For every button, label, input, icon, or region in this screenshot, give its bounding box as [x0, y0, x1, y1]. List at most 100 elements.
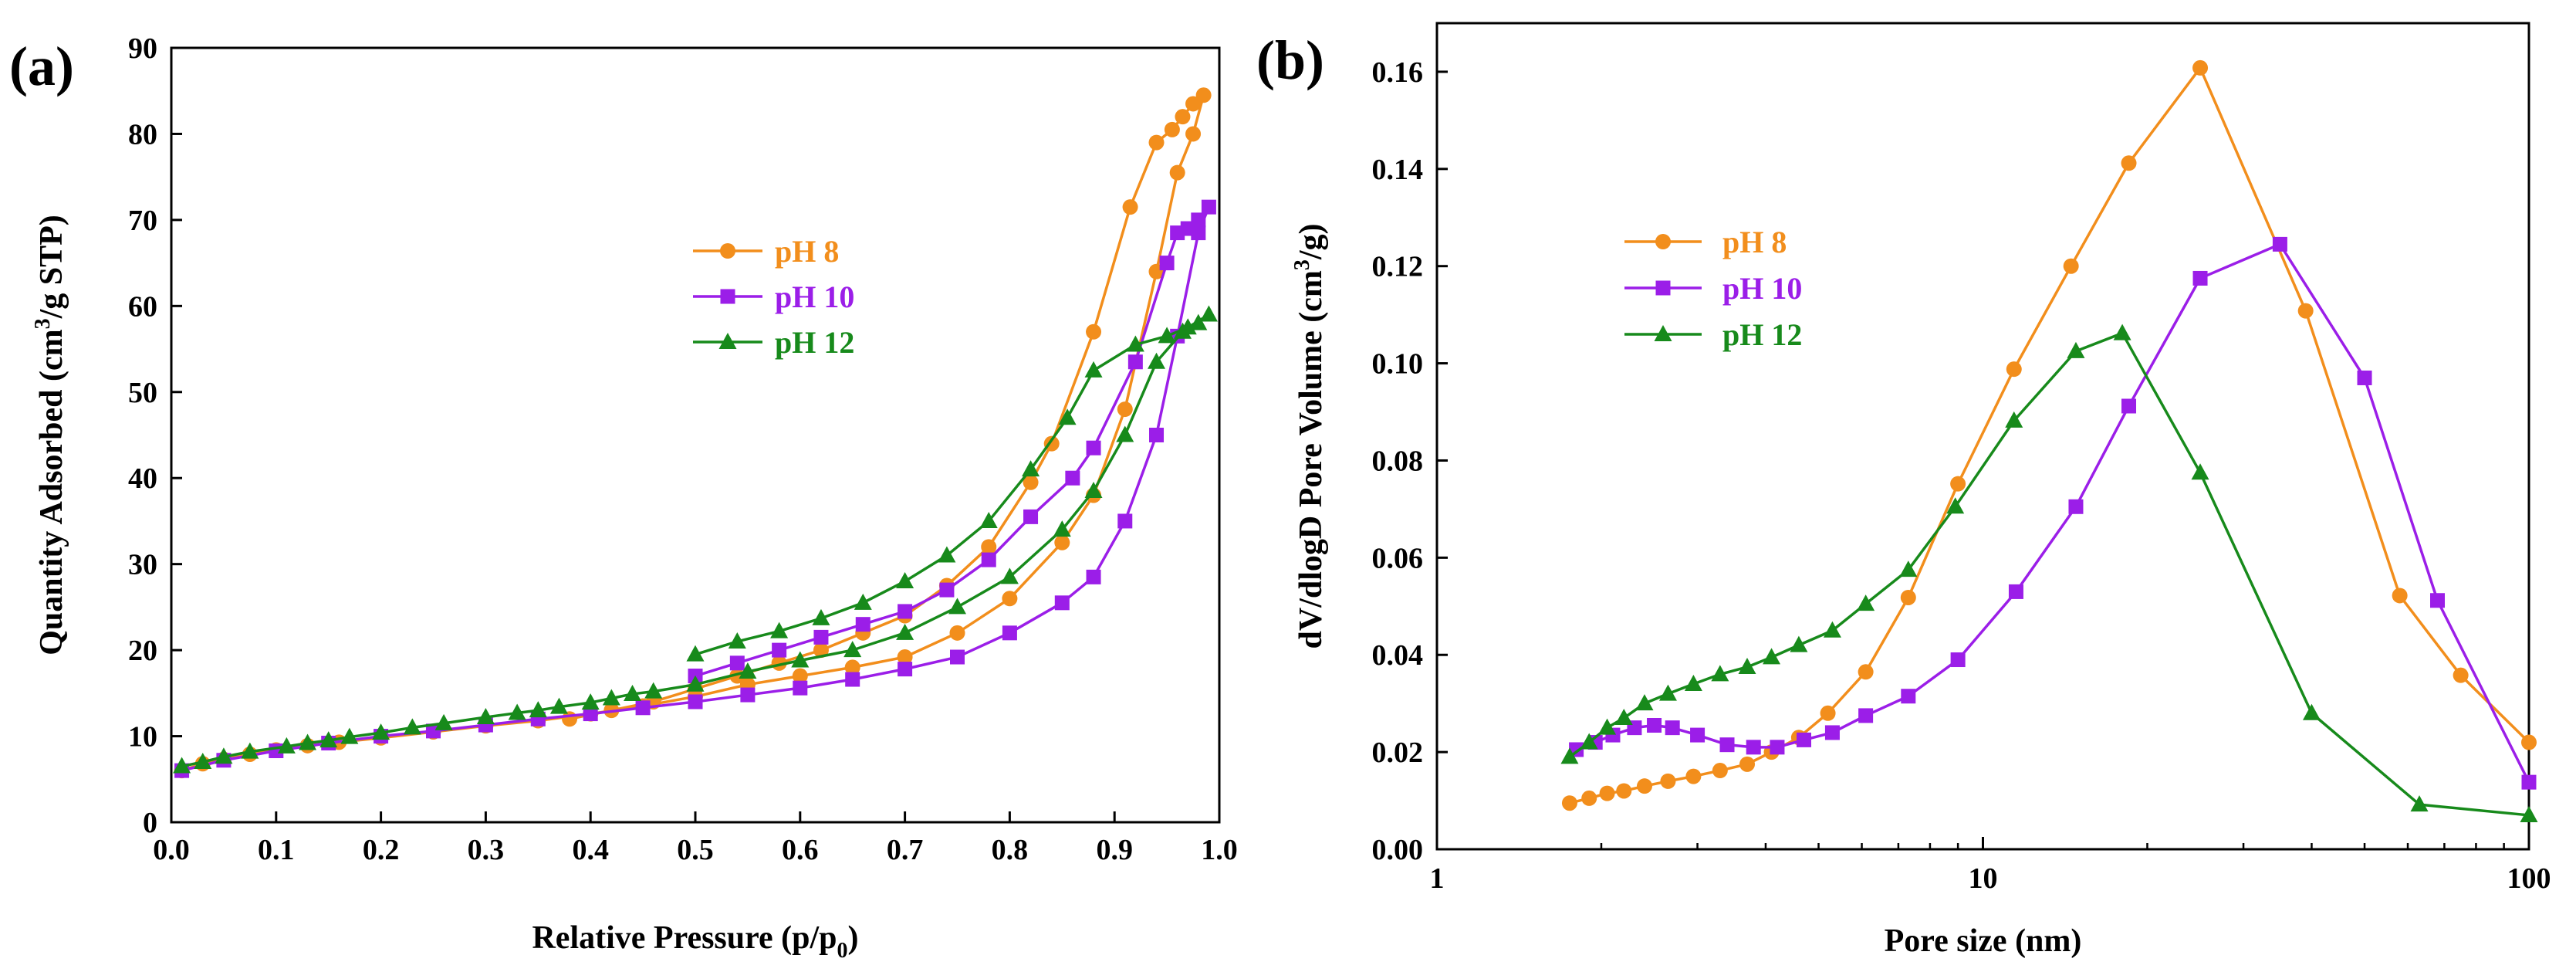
data-point [1054, 595, 1070, 611]
data-point [1159, 256, 1175, 271]
data-point [1950, 652, 1966, 668]
data-point [2453, 667, 2469, 683]
x-tick-label: 0.8 [992, 834, 1029, 866]
panel-b: 1 10 100 0.00 0.02 0.04 0.06 0.08 0.10 0.12 0.14 0.… [1256, 22, 2551, 959]
y-axis-title-b: dV/dlogD Pore Volume (cm3/g) [1290, 223, 1329, 649]
data-point [1086, 569, 1101, 584]
data-point [1899, 561, 1918, 577]
data-point [1823, 621, 1841, 638]
data-point [2068, 499, 2084, 514]
data-point [173, 757, 191, 774]
legend-marker [720, 289, 735, 304]
data-point [1169, 164, 1185, 181]
x-tick-label: 1 [1430, 862, 1445, 895]
data-point [854, 593, 872, 610]
y-tick-label: 0.12 [1372, 251, 1424, 283]
data-point [1790, 635, 1808, 652]
data-point [2520, 805, 2538, 822]
data-point [1770, 740, 1785, 755]
x-axis-title-b: Pore size (nm) [1885, 923, 2082, 959]
data-point [2192, 59, 2209, 76]
data-point [1178, 318, 1197, 335]
data-point [1127, 354, 1143, 370]
plot-frame-b [1435, 22, 2530, 851]
data-point [1690, 727, 1706, 743]
data-point [1685, 768, 1702, 784]
x-tick-label: 0.9 [1096, 834, 1133, 866]
x-tick-label: 10 [1969, 862, 1998, 895]
data-point [2005, 411, 2023, 428]
series-ph-8 [1561, 59, 2537, 811]
data-point [948, 598, 966, 615]
y-tick-label: 70 [128, 205, 157, 237]
data-point [898, 604, 913, 619]
legend-label: pH 10 [1722, 271, 1802, 306]
data-point [792, 668, 808, 684]
data-point [688, 694, 703, 710]
legend-label: pH 12 [1722, 317, 1802, 352]
data-point [1820, 705, 1836, 721]
legend-label: pH 12 [775, 325, 854, 360]
data-point [939, 582, 955, 598]
data-point [1658, 684, 1677, 701]
y-tick-label: 60 [128, 290, 157, 323]
data-point [813, 642, 829, 659]
data-point [1058, 408, 1077, 425]
data-point [2430, 593, 2445, 608]
x-tick-label: 0.4 [572, 834, 609, 866]
x-tick-label: 1.0 [1201, 834, 1238, 866]
data-point [635, 700, 651, 716]
data-point [739, 662, 757, 679]
data-point [938, 546, 956, 563]
data-point [549, 697, 568, 714]
series-ph-12 [173, 305, 1218, 774]
data-point [2121, 398, 2137, 414]
data-point [1560, 747, 1579, 764]
legend-marker [718, 333, 737, 349]
data-point [1824, 725, 1840, 740]
data-point [2121, 155, 2137, 171]
data-point [1719, 737, 1735, 753]
y-axis-title-a: Quantity Adsorbed (cm3/g STP) [31, 215, 69, 655]
x-tick-label: 0.2 [363, 834, 400, 866]
data-point [1635, 694, 1654, 711]
data-point [2063, 258, 2079, 274]
data-point [1950, 476, 1966, 492]
data-point [1023, 509, 1039, 524]
legend-label: pH 10 [775, 279, 854, 314]
data-point [897, 649, 913, 665]
data-point [1599, 785, 1615, 801]
y-tick-label: 0.10 [1372, 348, 1424, 381]
data-point [1797, 732, 1812, 747]
x-tick-label: 0.7 [887, 834, 924, 866]
series-line [1569, 66, 2530, 804]
x-tick-label: 0.0 [153, 834, 190, 866]
data-point [1117, 401, 1133, 418]
data-point [2067, 341, 2085, 358]
axis-ticks-a: 0.0 0.1 0.2 0.3 0.4 0.5 0.6 0.7 0.8 0.9 1.0 0 10 20 30… [128, 32, 1238, 866]
x-tick-label: 0.1 [258, 834, 295, 866]
data-point [1000, 567, 1019, 584]
y-tick-label: 0.16 [1372, 56, 1424, 89]
data-point [740, 687, 756, 703]
data-point [1158, 327, 1176, 344]
data-point [372, 723, 390, 740]
panel-label-b: (b) [1256, 29, 1324, 91]
data-point [981, 552, 996, 567]
y-tick-label: 30 [128, 549, 157, 581]
data-point [1022, 460, 1040, 477]
data-point [2297, 303, 2314, 319]
data-point [1858, 664, 1874, 680]
data-point [855, 617, 870, 632]
data-point [791, 651, 810, 668]
y-tick-label: 0.08 [1372, 445, 1424, 477]
data-point [686, 675, 705, 692]
x-tick-label: 0.5 [677, 834, 714, 866]
data-point [2357, 370, 2372, 385]
data-point [1199, 305, 1218, 322]
data-point [1002, 591, 1018, 607]
y-tick-label: 0.00 [1372, 834, 1424, 866]
data-point [644, 682, 663, 699]
data-point [241, 742, 259, 759]
data-point [2008, 584, 2023, 599]
